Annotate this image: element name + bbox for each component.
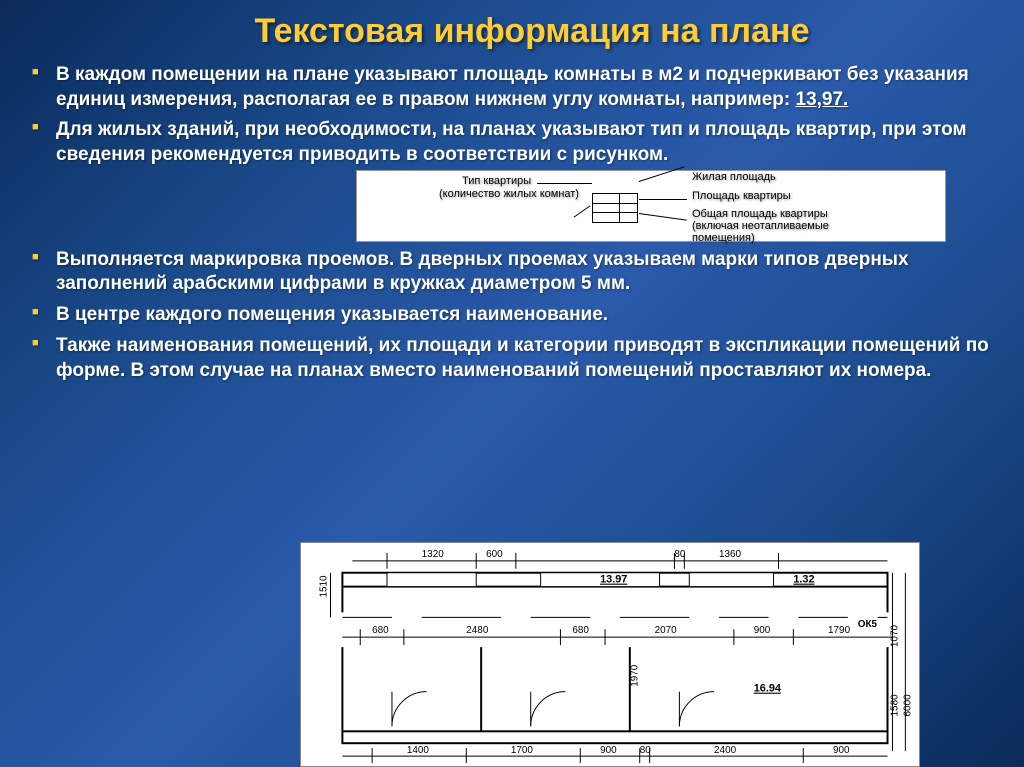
diagram-label: Площадь квартиры bbox=[692, 189, 791, 203]
bullet-item: В каждом помещении на плане указывают пл… bbox=[28, 63, 996, 112]
bullet-text: Также наименования помещений, их площади… bbox=[56, 335, 989, 381]
dim-label: 1320 bbox=[422, 549, 445, 560]
dim-label: 680 bbox=[572, 625, 589, 636]
slide-title: Текстовая информация на плане bbox=[28, 12, 996, 51]
apartment-type-diagram: Тип квартиры (количество жилых комнат) Ж… bbox=[356, 170, 946, 242]
dim-label: 2400 bbox=[714, 745, 737, 756]
bullet-list: В каждом помещении на плане указывают пл… bbox=[28, 63, 996, 383]
floor-plan-diagram: 1320 600 80 1360 1510 13.97 1.32 680 248… bbox=[300, 542, 920, 767]
dim-label: 900 bbox=[833, 745, 850, 756]
bullet-item: Выполняется маркировка проемов. В дверны… bbox=[28, 248, 996, 297]
dim-label: 1070 bbox=[889, 625, 900, 648]
bullet-text: В центре каждого помещения указывается н… bbox=[56, 304, 608, 325]
dim-label: 80 bbox=[674, 549, 686, 560]
dim-label: 1400 bbox=[407, 745, 430, 756]
bullet-text: Выполняется маркировка проемов. В дверны… bbox=[56, 249, 909, 295]
diagram-label: (количество жилых комнат) bbox=[439, 187, 579, 201]
dim-label: 900 bbox=[600, 745, 617, 756]
dim-label: 2070 bbox=[655, 625, 678, 636]
bullet-item: В центре каждого помещения указывается н… bbox=[28, 303, 996, 328]
dim-label: 1790 bbox=[828, 625, 851, 636]
area-label: 13.97 bbox=[600, 574, 627, 586]
dim-label: 900 bbox=[754, 625, 771, 636]
dim-label: 1700 bbox=[511, 745, 534, 756]
dim-label: 2480 bbox=[466, 625, 489, 636]
bullet-underlined: 13,97. bbox=[796, 89, 849, 110]
diagram-label: помещения) bbox=[692, 231, 755, 245]
dim-label: 600 bbox=[486, 549, 503, 560]
area-label: 1.32 bbox=[793, 574, 814, 586]
dim-label: 1510 bbox=[319, 575, 330, 598]
bullet-item: Для жилых зданий, при необходимости, на … bbox=[28, 118, 996, 241]
label: ОК5 bbox=[858, 619, 878, 630]
dim-label: 1970 bbox=[630, 664, 641, 687]
dim-label: 80 bbox=[640, 745, 652, 756]
dim-label: 680 bbox=[372, 625, 389, 636]
diagram-label: Жилая площадь bbox=[692, 170, 776, 184]
dim-label: 6000 bbox=[902, 694, 913, 717]
dim-label: 1580 bbox=[889, 694, 900, 717]
bullet-item: Также наименования помещений, их площади… bbox=[28, 334, 996, 383]
area-label: 16.94 bbox=[754, 683, 781, 695]
bullet-text: Для жилых зданий, при необходимости, на … bbox=[56, 119, 967, 165]
diagram-box bbox=[592, 193, 638, 223]
dim-label: 1360 bbox=[719, 549, 742, 560]
